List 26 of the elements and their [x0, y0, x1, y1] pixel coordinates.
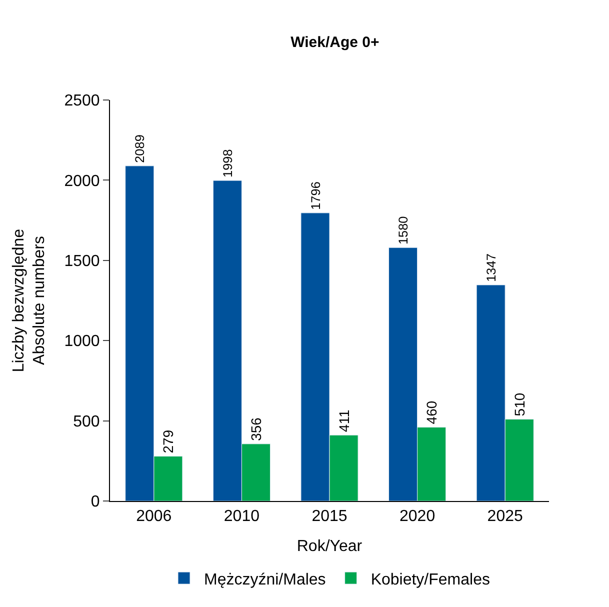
data-label: 411 — [336, 410, 352, 432]
y-tick-label: 1000 — [64, 333, 100, 350]
x-tick-label: 2006 — [136, 508, 172, 526]
data-label: 1796 — [308, 182, 323, 210]
legend-label: Mężczyźni/Males — [204, 571, 326, 588]
data-label: 1580 — [396, 216, 411, 245]
x-tick-label: 2020 — [400, 508, 436, 526]
x-axis-title: Rok/Year — [296, 538, 363, 555]
y-tick-label: 2500 — [64, 92, 100, 110]
y-tick-label: 0 — [90, 494, 100, 511]
data-label: 1347 — [483, 254, 498, 282]
y-tick-label: 2000 — [64, 172, 100, 190]
data-label: 1998 — [220, 149, 235, 178]
x-tick-label: 2025 — [487, 508, 523, 526]
chart-title: Wiek/Age 0+ — [290, 34, 380, 51]
y-axis-title: Liczby bezwzględne Absolute numbers — [10, 228, 48, 372]
legend-label: Kobiety/Females — [370, 571, 490, 588]
data-label: 279 — [160, 430, 176, 454]
y-tick-label: 1500 — [64, 253, 100, 270]
data-label: 2089 — [132, 134, 148, 163]
y-tick-label: 500 — [73, 413, 100, 430]
data-label: 510 — [511, 392, 528, 416]
x-tick-label: 2015 — [312, 508, 348, 526]
x-tick-label: 2010 — [224, 508, 260, 526]
data-label: 460 — [424, 400, 440, 424]
data-label: 356 — [248, 417, 264, 441]
